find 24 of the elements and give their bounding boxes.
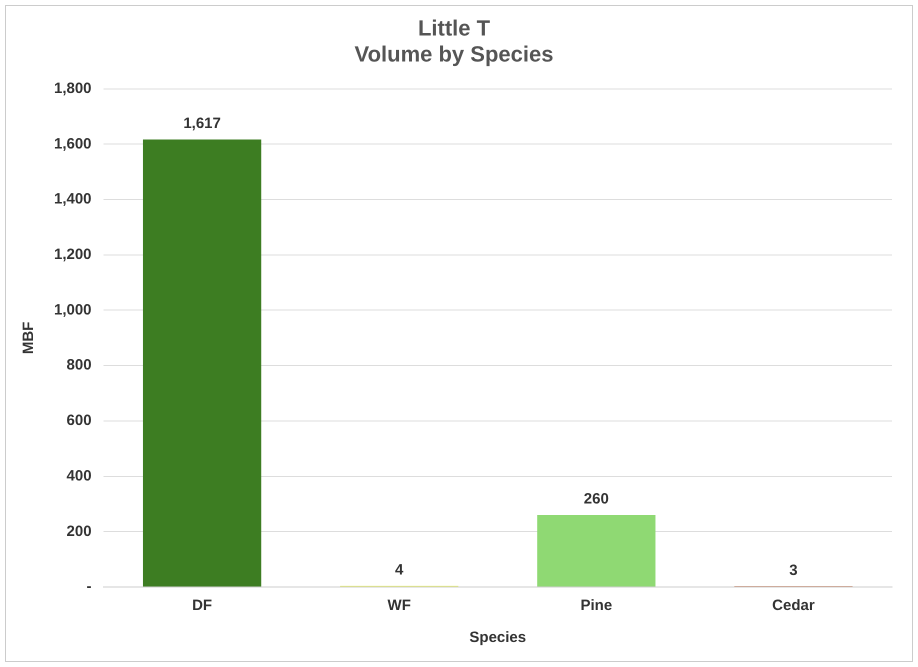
- y-axis-title: MBF: [20, 322, 38, 354]
- y-tick-label: 1,800: [54, 80, 92, 97]
- y-tick-label: 200: [66, 522, 92, 540]
- data-label: 260: [584, 490, 609, 508]
- y-tick-label: 1,200: [54, 246, 92, 264]
- y-tick-label: 1,600: [54, 135, 92, 152]
- data-label: 3: [789, 562, 798, 579]
- x-tick-label: WF: [388, 597, 411, 614]
- y-tick-label: 1,400: [54, 190, 92, 208]
- data-label: 4: [395, 562, 404, 579]
- bar: [537, 515, 656, 586]
- text: Volume by Species: [354, 42, 554, 67]
- y-tick-label: 1,000: [54, 301, 92, 318]
- y-tick-label: 800: [66, 356, 92, 374]
- x-tick-label: DF: [192, 597, 212, 614]
- text: Little T: [418, 15, 490, 40]
- y-tick-label: -: [86, 578, 92, 596]
- x-axis-title: Species: [469, 629, 526, 646]
- bar: [142, 139, 262, 586]
- y-tick-label: 600: [66, 412, 92, 430]
- x-tick-label: Pine: [580, 597, 612, 614]
- data-label: 1,617: [183, 115, 221, 132]
- x-tick-label: Cedar: [772, 597, 815, 614]
- y-tick-label: 400: [66, 467, 92, 484]
